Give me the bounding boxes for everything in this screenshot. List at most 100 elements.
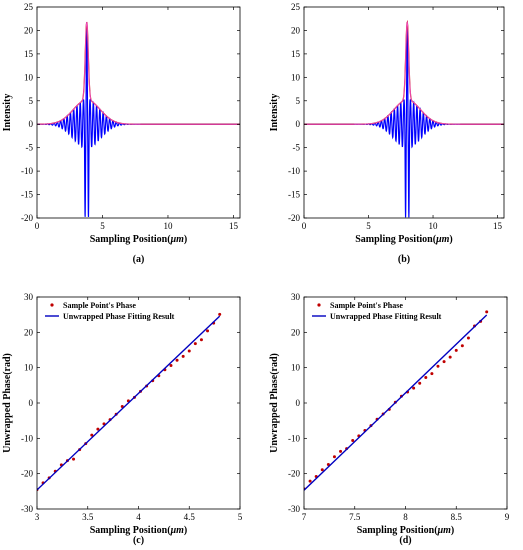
y-tick-label: 0 <box>29 119 34 129</box>
legend: Sample Point's Phase Unwrapped Phase Fitt… <box>45 301 175 321</box>
y-tick-label: 5 <box>29 96 34 106</box>
chart-panel-a: 0 5 10 15 -20 -15 -10 -5 0 5 10 15 20 25 Sampling Posi… <box>2 2 241 265</box>
y-tick-label: -30 <box>21 504 33 514</box>
sample-point <box>460 344 464 348</box>
sample-point <box>418 381 422 385</box>
axes-frame <box>36 296 241 510</box>
y-axis-label: Intensity <box>269 94 280 132</box>
y-tick-label: -10 <box>21 166 33 176</box>
chart-panel-d: 7 7.5 8 8.5 9 -30 -20 -10 0 10 20 30 Sampling Positi… <box>269 292 510 546</box>
y-tick-label: -5 <box>293 143 301 153</box>
x-axis-label-text: Sampling Position( <box>357 525 439 536</box>
sample-point <box>181 354 185 358</box>
sample-point <box>424 376 428 380</box>
x-tick-label: 4.5 <box>184 512 196 522</box>
sample-point <box>448 355 452 359</box>
fit-line <box>37 315 221 491</box>
fit-line <box>304 314 488 491</box>
x-axis-label: Sampling Position(μm) <box>355 234 453 245</box>
axes-frame <box>36 6 241 219</box>
sample-point <box>436 364 440 368</box>
chart-panel-b: 0 5 10 15 -20 -15 -10 -5 0 5 10 15 20 25 Sampling Posi… <box>269 2 505 265</box>
y-tick-label: 20 <box>24 327 34 337</box>
y-axis-label: Unwrapped Phase(rad) <box>269 353 280 453</box>
panel-caption: (a) <box>133 254 145 265</box>
x-axis-label-unit: μm <box>437 525 452 536</box>
envelope-series <box>37 21 240 125</box>
y-tick-label: -20 <box>288 469 300 479</box>
x-axis-label-text: Sampling Position( <box>90 234 172 245</box>
legend-marker-points <box>50 303 54 307</box>
x-axis-label-unit: μm <box>435 234 450 245</box>
envelope-series <box>304 20 504 125</box>
x-tick-label: 8 <box>403 512 408 522</box>
y-tick-label: -20 <box>21 213 33 223</box>
sample-point <box>308 479 312 483</box>
axes-frame <box>303 296 508 510</box>
sample-point <box>454 348 458 352</box>
y-tick-label: 20 <box>291 25 301 35</box>
x-axis-label-unit: μm <box>170 525 185 536</box>
y-tick-label: -10 <box>288 433 300 443</box>
y-tick-label: -10 <box>288 166 300 176</box>
panel-caption: (c) <box>133 535 144 546</box>
legend-entry: Sample Point's Phase <box>330 301 403 310</box>
x-tick-label: 10 <box>163 221 173 231</box>
x-tick-label: 4 <box>136 512 141 522</box>
y-tick-label: 15 <box>24 49 34 59</box>
panel-caption: (d) <box>399 535 411 546</box>
sample-point <box>96 427 100 431</box>
y-tick-label: 0 <box>296 398 301 408</box>
y-tick-label: 10 <box>291 363 301 373</box>
y-tick-label: 0 <box>29 398 34 408</box>
x-axis-label-text: Sampling Position( <box>90 525 172 536</box>
x-tick-label: 7 <box>302 512 307 522</box>
x-tick-label: 0 <box>302 221 307 231</box>
x-axis-label-text: Sampling Position( <box>355 234 437 245</box>
y-axis-label: Unwrapped Phase(rad) <box>2 353 13 453</box>
y-tick-label: 20 <box>24 25 34 35</box>
y-axis-label: Intensity <box>2 94 13 132</box>
y-tick-label: 30 <box>291 292 301 302</box>
x-axis-label-close: ) <box>449 234 452 245</box>
y-tick-label: -10 <box>21 433 33 443</box>
plot-area <box>37 312 222 492</box>
plot-area <box>304 310 489 491</box>
x-tick-label: 10 <box>429 221 439 231</box>
legend-marker-points <box>317 303 321 307</box>
y-tick-label: 15 <box>291 49 301 59</box>
y-tick-label: 25 <box>291 2 301 12</box>
legend-entry: Sample Point's Phase <box>63 301 136 310</box>
x-tick-label: 8.5 <box>451 512 463 522</box>
y-tick-label: 10 <box>291 72 301 82</box>
legend-entry: Unwrapped Phase Fitting Result <box>330 312 442 321</box>
sample-point <box>339 449 343 453</box>
sample-point <box>90 433 94 437</box>
x-axis-label-close: ) <box>451 525 454 536</box>
sample-point <box>485 310 489 314</box>
sample-point <box>430 372 434 376</box>
panel-caption: (b) <box>398 254 410 265</box>
y-tick-label: -15 <box>288 190 300 200</box>
x-axis-label-unit: μm <box>170 234 185 245</box>
x-tick-label: 7.5 <box>349 512 361 522</box>
x-axis-label-close: ) <box>184 234 187 245</box>
x-tick-label: 5 <box>100 221 105 231</box>
x-tick-label: 15 <box>229 221 239 231</box>
sample-point <box>351 438 355 442</box>
y-tick-label: 0 <box>296 119 301 129</box>
y-tick-label: -5 <box>26 143 34 153</box>
sample-point <box>466 336 470 340</box>
x-axis-label-close: ) <box>184 525 187 536</box>
y-tick-label: -15 <box>21 190 33 200</box>
sample-point <box>442 360 446 364</box>
sample-point <box>412 386 416 390</box>
legend: Sample Point's Phase Unwrapped Phase Fitt… <box>312 301 442 321</box>
sample-point <box>206 329 210 333</box>
sample-point <box>72 457 76 461</box>
envelope-series <box>37 21 240 125</box>
sample-point <box>320 468 324 472</box>
x-tick-label: 15 <box>493 221 503 231</box>
x-axis-label: Sampling Position(μm) <box>357 525 455 536</box>
